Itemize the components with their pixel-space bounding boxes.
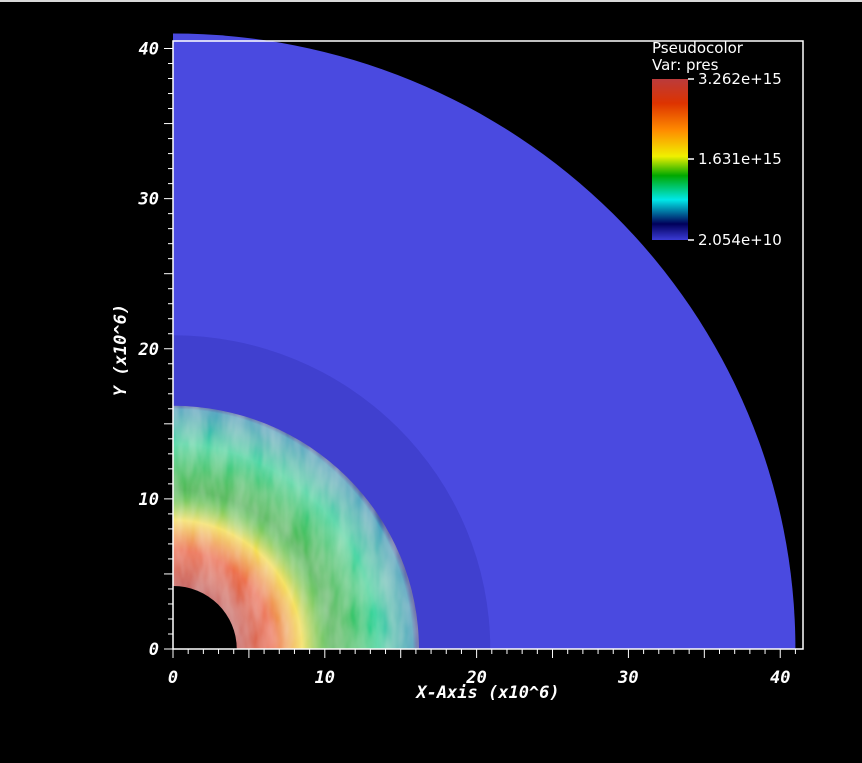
x-tick-label: 30 xyxy=(617,668,638,688)
inner-pressure-region xyxy=(173,405,419,649)
legend-title: Pseudocolor xyxy=(652,39,744,57)
x-tick-label: 0 xyxy=(168,668,178,688)
x-tick-label: 20 xyxy=(465,668,486,688)
pressure-field xyxy=(173,33,796,649)
colorbar-max-label: 3.262e+15 xyxy=(698,70,782,88)
y-tick-label: 10 xyxy=(139,490,159,510)
x-axis-title: X-Axis (x10^6) xyxy=(414,683,559,703)
x-axis-tick-labels: 0 10 20 30 40 xyxy=(168,668,791,688)
colorbar xyxy=(652,79,688,240)
x-tick-label: 40 xyxy=(770,668,790,688)
plot-axes: 0 10 20 30 40 0 10 20 30 40 X-Axis (x10^6) Y (x1… xyxy=(111,40,804,703)
plot-frame xyxy=(172,40,804,650)
colorbar-mid-label: 1.631e+15 xyxy=(698,150,782,168)
y-tick-label: 0 xyxy=(149,640,159,660)
y-axis-title: Y (x10^6) xyxy=(111,304,131,396)
y-axis-ticks xyxy=(164,48,173,650)
legend-variable: Var: pres xyxy=(652,56,719,74)
x-tick-label: 10 xyxy=(315,668,335,688)
y-tick-label: 30 xyxy=(138,190,159,210)
colorbar-min-label: 2.054e+10 xyxy=(698,231,782,249)
colorbar-legend: Pseudocolor Var: pres 3.262e+15 1.631e+1… xyxy=(652,39,782,249)
x-axis-ticks xyxy=(172,649,796,658)
y-tick-label: 40 xyxy=(139,40,159,60)
y-tick-label: 20 xyxy=(138,340,159,360)
top-border-line xyxy=(0,0,862,2)
y-axis-tick-labels: 0 10 20 30 40 xyxy=(138,40,159,660)
inner-boundary-hole xyxy=(173,585,237,649)
